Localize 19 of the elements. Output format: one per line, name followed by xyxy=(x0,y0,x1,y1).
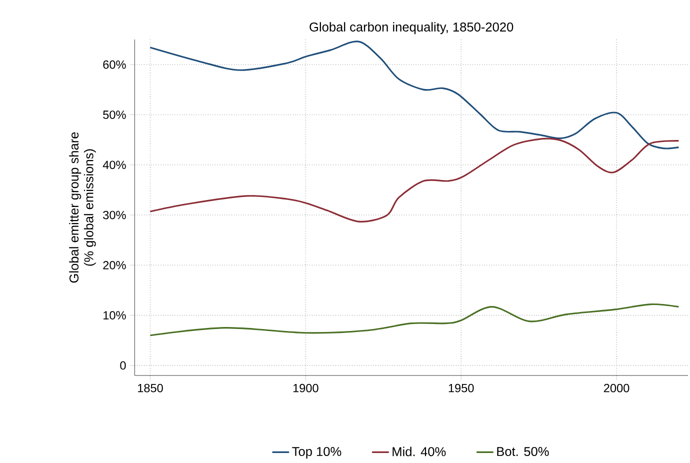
line-series xyxy=(149,40,680,150)
y-tick-label: 60% xyxy=(103,60,126,69)
legend-label: Bot. 50% xyxy=(497,446,549,456)
chart-title: Global carbon inequality, 1850-2020 xyxy=(310,22,514,34)
y-tick-label: 30% xyxy=(103,210,126,219)
x-tick-label: 1950 xyxy=(448,384,474,392)
legend-label: Top 10% xyxy=(292,446,342,458)
x-tick-label: 1850 xyxy=(138,384,163,392)
y-tick-label: 50% xyxy=(103,110,126,119)
x-tick-label: 2000 xyxy=(604,384,630,392)
y-tick-label: 20% xyxy=(103,260,126,270)
x-tick-label: 1900 xyxy=(293,384,318,392)
y-tick-label: 40% xyxy=(102,160,126,169)
line-series xyxy=(149,303,680,336)
y-axis-title: Global emitter group share (% global emissions) xyxy=(69,132,96,282)
y-tick-label: 0 xyxy=(120,361,126,370)
legend-label: Mid. 40% xyxy=(392,446,446,456)
line-series xyxy=(149,138,680,222)
y-tick-label: 10% xyxy=(104,310,126,320)
